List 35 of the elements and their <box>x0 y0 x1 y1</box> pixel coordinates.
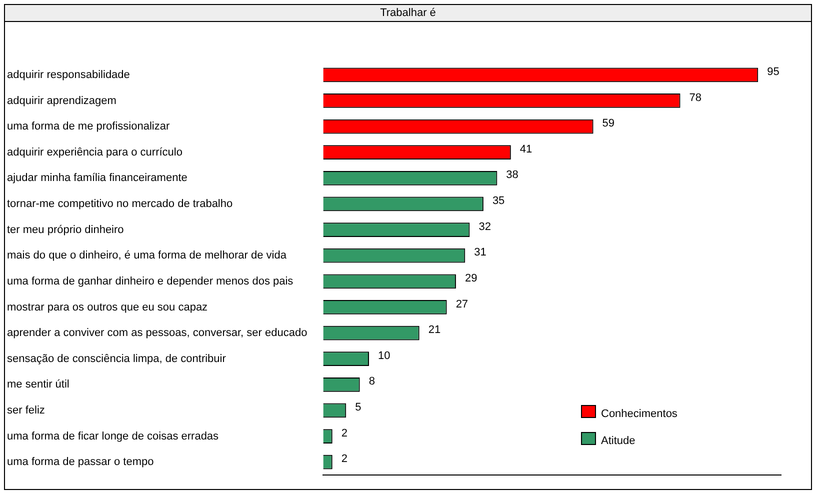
chart-title: Trabalhar é <box>5 5 811 22</box>
y-tick-label: uma forma de me profissionalizar <box>7 120 170 133</box>
y-tick-label: adquirir experiência para o currículo <box>7 146 182 158</box>
data-label: 95 <box>767 66 780 78</box>
y-tick-label: ser feliz <box>7 404 45 416</box>
y-tick-label: mais do que o dinheiro, é uma forma de melhorar de vida <box>7 250 288 262</box>
data-label: 41 <box>520 143 532 156</box>
data-label: 10 <box>378 350 390 362</box>
data-label: 59 <box>602 118 615 130</box>
y-tick-label: sensação de consciência limpa, de contribuir <box>7 352 226 365</box>
data-label: 32 <box>478 220 491 233</box>
data-label: 35 <box>492 195 505 207</box>
y-tick-label: adquirir aprendizagem <box>7 94 116 107</box>
data-label: 31 <box>474 246 486 259</box>
data-label: 38 <box>506 169 518 182</box>
data-label: 29 <box>464 272 478 284</box>
data-label: 5 <box>355 402 362 414</box>
data-label: 2 <box>341 453 348 466</box>
legend-label: Atitude <box>601 435 636 448</box>
data-label: 27 <box>456 298 468 310</box>
y-tick-label: tornar-me competitivo no mercado de trabalho <box>7 198 233 210</box>
data-label: 78 <box>689 92 702 104</box>
data-label: 8 <box>368 376 375 388</box>
y-tick-label: me sentir útil <box>7 378 70 391</box>
y-tick-label: adquirir responsabilidade <box>7 68 130 81</box>
y-tick-label: aprender a conviver com as pessoas, conversar, ser educado <box>7 327 308 340</box>
y-tick-label: ter meu próprio dinheiro <box>7 224 124 236</box>
y-tick-label: uma forma de ganhar dinheiro e depender menos dos pais <box>7 275 294 288</box>
y-tick-label: uma forma de ficar longe de coisas erradas <box>7 430 220 442</box>
y-tick-label: uma forma de passar o tempo <box>7 456 154 468</box>
y-tick-label: mostrar para os outros que eu sou capaz <box>7 301 208 314</box>
data-label: 2 <box>341 427 348 440</box>
data-label: 21 <box>428 324 441 336</box>
y-tick-label: ajudar minha família financeiramente <box>7 172 188 184</box>
legend-label: Conhecimentos <box>601 408 678 420</box>
